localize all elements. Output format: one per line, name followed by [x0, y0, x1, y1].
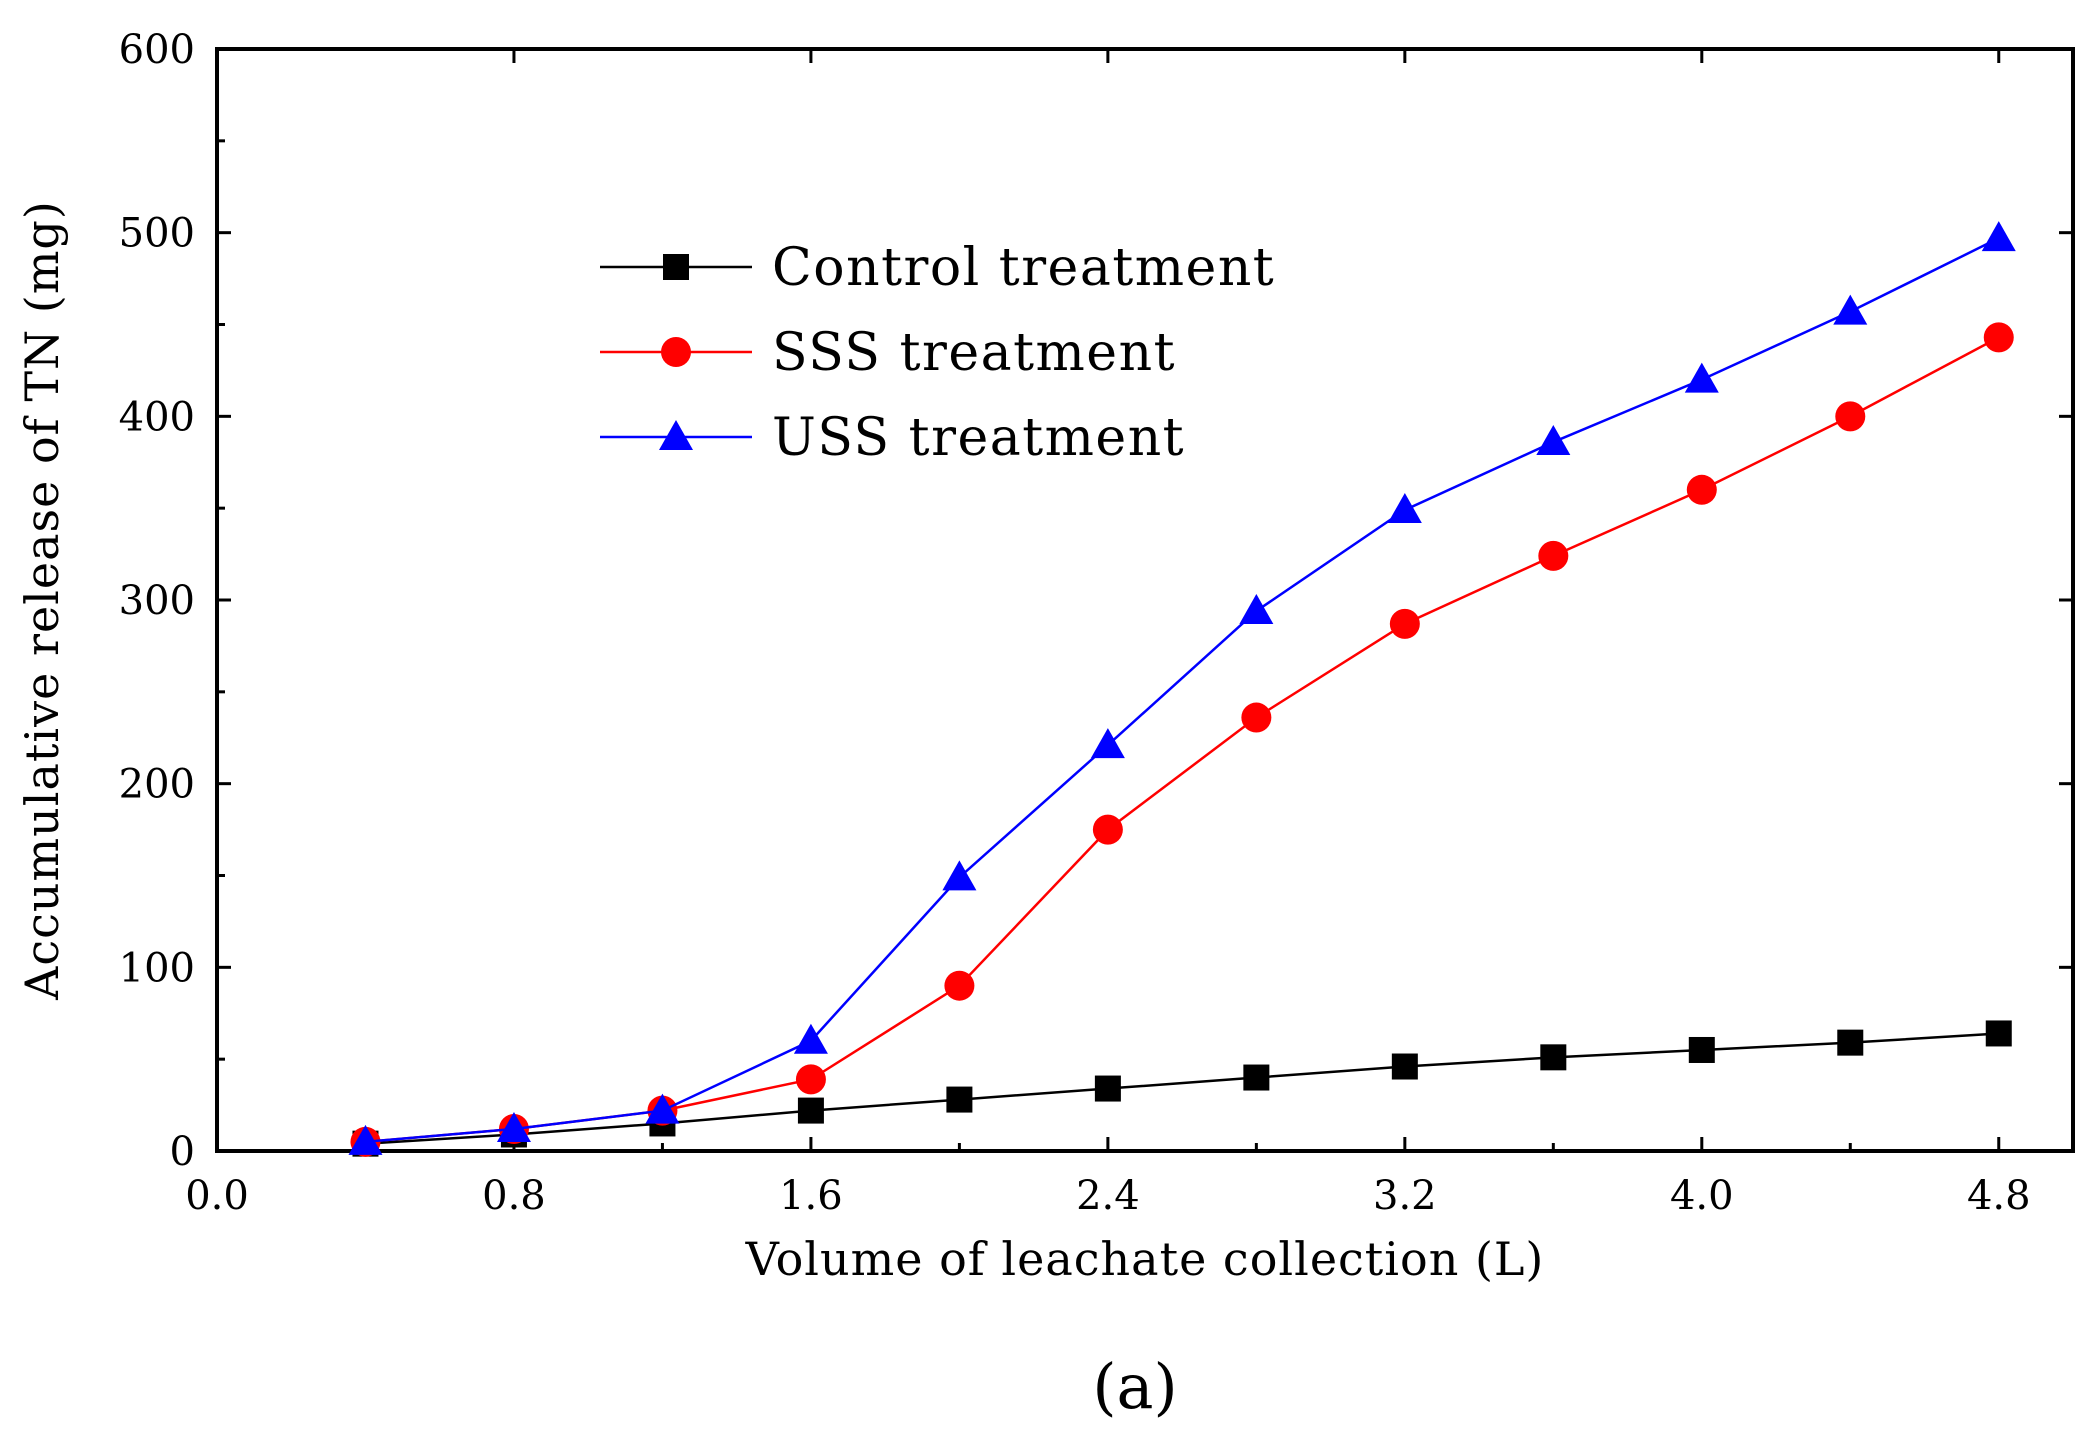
- x-tick-label: 0.0: [185, 1173, 249, 1219]
- series-line: [365, 237, 2000, 1144]
- data-point: [1092, 814, 1123, 845]
- series-layer: [348, 221, 2016, 1157]
- legend-item: SSS treatment: [600, 323, 1176, 383]
- x-tick-label: 2.4: [1076, 1173, 1140, 1219]
- y-tick-label: 100: [119, 945, 195, 991]
- data-point: [795, 1064, 826, 1095]
- y-tick-label: 400: [119, 394, 195, 440]
- data-point: [1094, 1075, 1121, 1102]
- data-point: [1536, 425, 1571, 456]
- legend: Control treatment SSS treatment USS treatm…: [600, 238, 1275, 468]
- data-point: [1833, 294, 1868, 325]
- legend-label: USS treatment: [772, 408, 1185, 468]
- data-point: [944, 970, 975, 1001]
- panel-label: (a): [1092, 1350, 1177, 1423]
- data-point: [1837, 1029, 1864, 1056]
- data-point: [1090, 728, 1125, 759]
- plot-frame: [215, 47, 2075, 1153]
- data-point: [348, 1124, 383, 1155]
- data-point: [1387, 493, 1422, 524]
- data-point: [1243, 1064, 1270, 1091]
- data-point: [496, 1111, 531, 1142]
- y-tick-label: 500: [119, 211, 195, 257]
- y-tick-label: 0: [170, 1129, 195, 1175]
- data-point: [1686, 474, 1717, 505]
- x-tick-label: 1.6: [779, 1173, 843, 1219]
- data-point: [1835, 401, 1866, 432]
- data-point: [1239, 594, 1274, 625]
- legend-label: Control treatment: [772, 238, 1275, 298]
- data-point: [946, 1086, 973, 1113]
- data-point: [793, 1023, 828, 1054]
- legend-label: SSS treatment: [772, 323, 1176, 383]
- series-line: [365, 1032, 1999, 1145]
- x-tick-label: 0.8: [482, 1173, 546, 1219]
- y-tick-label: 200: [119, 762, 195, 808]
- data-point: [1684, 362, 1719, 393]
- x-tick-label: 3.2: [1373, 1173, 1437, 1219]
- series-square: [352, 1020, 2012, 1157]
- legend-item: USS treatment: [600, 408, 1185, 468]
- legend-marker: [659, 420, 693, 450]
- legend-marker: [661, 337, 691, 367]
- y-tick-label: 600: [119, 27, 195, 73]
- x-axis-title: Volume of leachate collection (L): [745, 1232, 1545, 1286]
- data-point: [1391, 1053, 1418, 1080]
- data-point: [1981, 221, 2016, 252]
- data-point: [1538, 540, 1569, 571]
- data-point: [1241, 702, 1272, 733]
- data-point: [1983, 322, 2014, 353]
- y-tick-label: 300: [119, 578, 195, 624]
- x-axis-ticks: 0.0 0.8 1.6 2.4 3.2 4.0 4.8: [185, 49, 2031, 1219]
- data-point: [645, 1093, 680, 1124]
- data-point: [1688, 1036, 1715, 1063]
- legend-item: Control treatment: [600, 238, 1275, 298]
- x-tick-label: 4.8: [1967, 1173, 2031, 1219]
- y-axis-ticks: 0 100 200 300 400 500 600: [119, 27, 2073, 1175]
- legend-marker: [663, 254, 689, 280]
- series-triangle: [348, 221, 2016, 1155]
- y-axis-title: Accumulative release of TN (mg): [15, 200, 69, 1001]
- x-tick-label: 4.0: [1670, 1173, 1734, 1219]
- data-point: [1540, 1044, 1567, 1071]
- data-point: [1389, 608, 1420, 639]
- data-point: [1985, 1020, 2012, 1047]
- data-point: [942, 860, 977, 891]
- data-point: [797, 1097, 824, 1124]
